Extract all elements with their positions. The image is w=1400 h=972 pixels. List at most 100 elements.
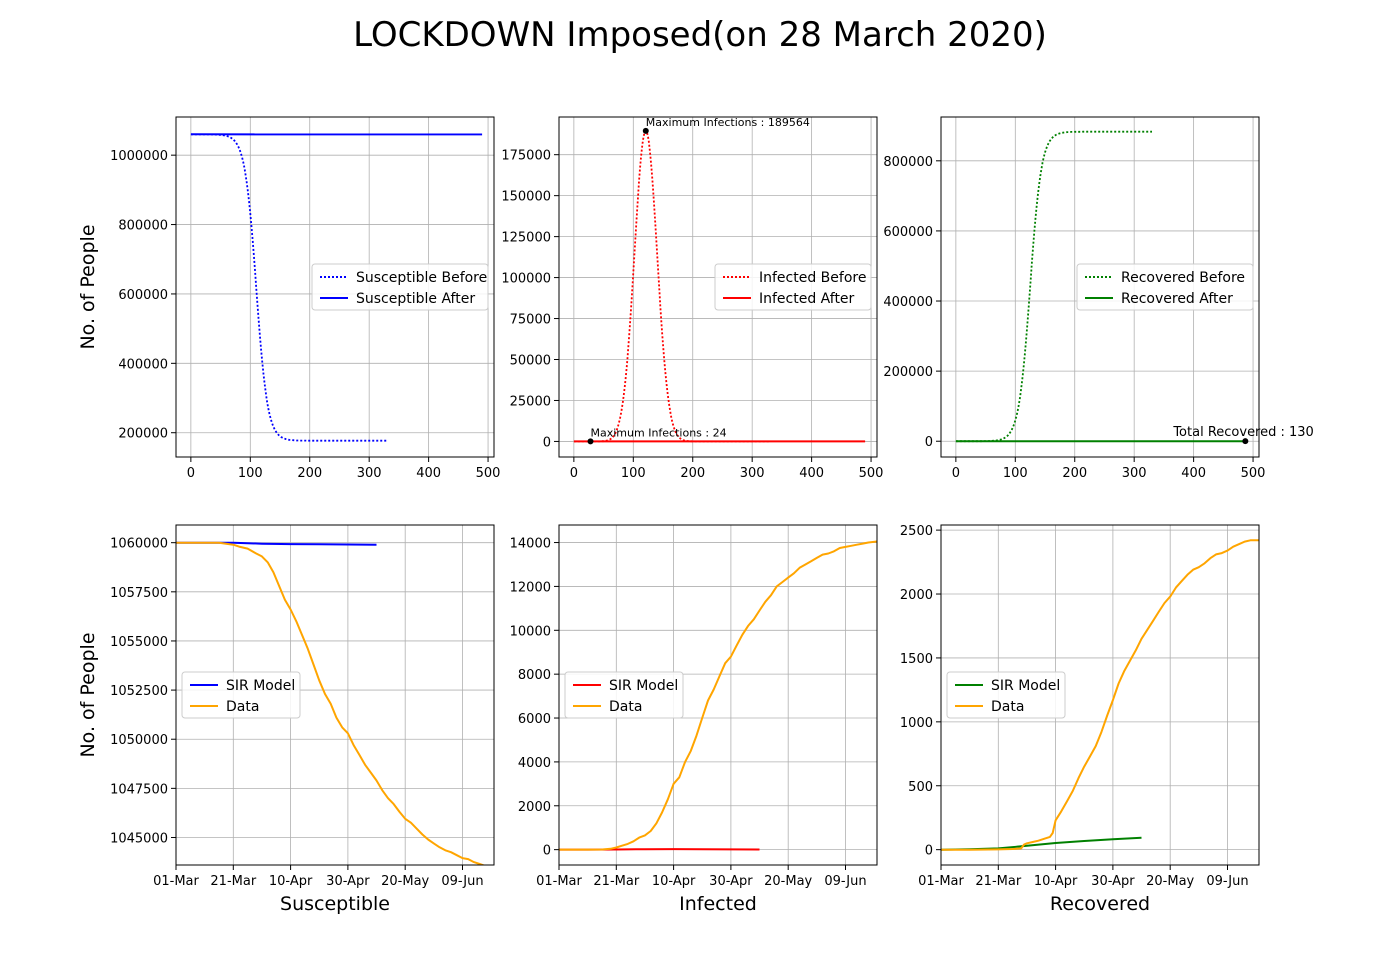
x-tick-label: 400 — [799, 466, 824, 481]
y-tick-label: 600000 — [118, 288, 168, 303]
x-tick-label: 100 — [238, 466, 263, 481]
ylabel-top-row: No. of People — [77, 224, 99, 349]
plot-area — [573, 129, 866, 443]
legend: Susceptible Before Susceptible After — [311, 263, 489, 311]
y-tick-label: 4000 — [518, 756, 551, 771]
y-tick-label: 1050000 — [110, 733, 168, 748]
legend-label: SIR Model — [609, 678, 678, 694]
y-tick-label: 200000 — [118, 427, 168, 442]
x-tick-label: 300 — [357, 466, 382, 481]
x-tick-label: 100 — [1003, 466, 1028, 481]
y-tick-label: 25000 — [510, 394, 551, 409]
x-tick-label: 21-Mar — [975, 874, 1021, 889]
y-tick-label: 1060000 — [110, 537, 168, 552]
y-tick-label: 0 — [925, 435, 933, 450]
y-tick-label: 1055000 — [110, 635, 168, 650]
legend-label: Infected After — [759, 291, 855, 307]
legend-box — [714, 263, 872, 311]
axes-frame — [558, 524, 878, 866]
x-tick-label: 09-Jun — [441, 874, 483, 889]
legend: SIR Model Data — [181, 671, 301, 719]
x-tick-label: 09-Jun — [1206, 874, 1248, 889]
y-tick-label: 6000 — [518, 712, 551, 727]
legend-label: Data — [609, 699, 642, 715]
x-axis-label: Infected — [679, 893, 757, 915]
legend: SIR Model Data — [946, 671, 1066, 719]
annotation-point — [642, 127, 649, 134]
y-tick-label: 200000 — [883, 365, 933, 380]
annotation-point — [587, 438, 594, 445]
subplot-infected-sim: 0 100 200 300 400 500 0 25000 50000 75000 100000 12… — [501, 116, 883, 481]
y-tick-label: 12000 — [510, 580, 551, 595]
annotation-label: Maximum Infections : 189564 — [646, 116, 810, 129]
legend: Recovered Before Recovered After — [1076, 263, 1254, 311]
x-tick-label: 09-Jun — [824, 874, 866, 889]
annotation-label: Total Recovered : 130 — [1172, 425, 1314, 440]
y-tick-label: 1052500 — [110, 684, 168, 699]
legend-box — [1076, 263, 1254, 311]
y-tick-label: 2500 — [900, 524, 933, 539]
plot-area — [955, 130, 1248, 443]
legend: Infected Before Infected After — [714, 263, 872, 311]
y-tick-label: 1000000 — [110, 149, 168, 164]
x-tick-label: 01-Mar — [153, 874, 199, 889]
axes-frame — [175, 524, 495, 866]
x-tick-label: 300 — [1122, 466, 1147, 481]
legend-label: Data — [226, 699, 259, 715]
legend-label: Susceptible Before — [356, 270, 487, 286]
x-tick-label: 200 — [1062, 466, 1087, 481]
x-tick-label: 500 — [1241, 466, 1266, 481]
annotation-label: Maximum Infections : 24 — [591, 426, 727, 439]
x-tick-label: 0 — [570, 466, 578, 481]
plot-area — [941, 539, 1259, 851]
plot-area — [190, 133, 483, 442]
x-tick-label: 0 — [952, 466, 960, 481]
legend-label: SIR Model — [226, 678, 295, 694]
subplot-susceptible-data: 01-Mar 21-Mar 10-Apr 30-Apr 20-May 09-Jun 1045… — [110, 524, 495, 915]
y-tick-label: 0 — [543, 844, 551, 859]
subplot-recovered-sim: 0 100 200 300 400 500 0 200000 400000 600000 80000… — [883, 116, 1314, 481]
axes-frame — [558, 116, 878, 458]
y-tick-label: 125000 — [501, 231, 551, 246]
plot-area — [559, 540, 877, 851]
legend: SIR Model Data — [564, 671, 684, 719]
x-tick-label: 20-May — [1146, 874, 1194, 889]
x-tick-label: 21-Mar — [593, 874, 639, 889]
y-tick-label: 600000 — [883, 225, 933, 240]
x-tick-label: 400 — [1181, 466, 1206, 481]
y-tick-label: 100000 — [501, 272, 551, 287]
subplot-susceptible-sim: 0 100 200 300 400 500 200000 400000 600000 800000… — [110, 116, 501, 481]
x-tick-label: 20-May — [381, 874, 429, 889]
series-line-data — [559, 540, 877, 851]
x-tick-label: 10-Apr — [1034, 874, 1078, 889]
y-tick-label: 14000 — [510, 537, 551, 552]
ylabel-bottom-row: No. of People — [77, 632, 99, 757]
x-tick-label: 10-Apr — [652, 874, 696, 889]
legend-label: SIR Model — [991, 678, 1060, 694]
x-tick-label: 200 — [680, 466, 705, 481]
x-tick-label: 21-Mar — [210, 874, 256, 889]
x-tick-label: 500 — [859, 466, 884, 481]
annotation-point — [1242, 438, 1249, 445]
y-tick-label: 0 — [543, 435, 551, 450]
y-tick-label: 800000 — [883, 155, 933, 170]
y-tick-label: 1057500 — [110, 586, 168, 601]
legend-label: Recovered After — [1121, 291, 1233, 307]
x-tick-label: 400 — [416, 466, 441, 481]
legend-label: Susceptible After — [356, 291, 475, 307]
legend-label: Infected Before — [759, 270, 866, 286]
subplot-recovered-data: 01-Mar 21-Mar 10-Apr 30-Apr 20-May 09-Jun 0 500… — [900, 524, 1260, 915]
series-line-data — [176, 541, 486, 865]
y-tick-label: 2000 — [518, 800, 551, 815]
x-tick-label: 30-Apr — [709, 874, 753, 889]
x-tick-label: 01-Mar — [536, 874, 582, 889]
y-tick-label: 10000 — [510, 624, 551, 639]
x-tick-label: 500 — [476, 466, 501, 481]
y-tick-label: 175000 — [501, 149, 551, 164]
y-tick-label: 400000 — [883, 295, 933, 310]
axes-frame — [940, 116, 1260, 458]
y-tick-label: 2000 — [900, 588, 933, 603]
x-tick-label: 10-Apr — [269, 874, 313, 889]
y-tick-label: 75000 — [510, 313, 551, 328]
